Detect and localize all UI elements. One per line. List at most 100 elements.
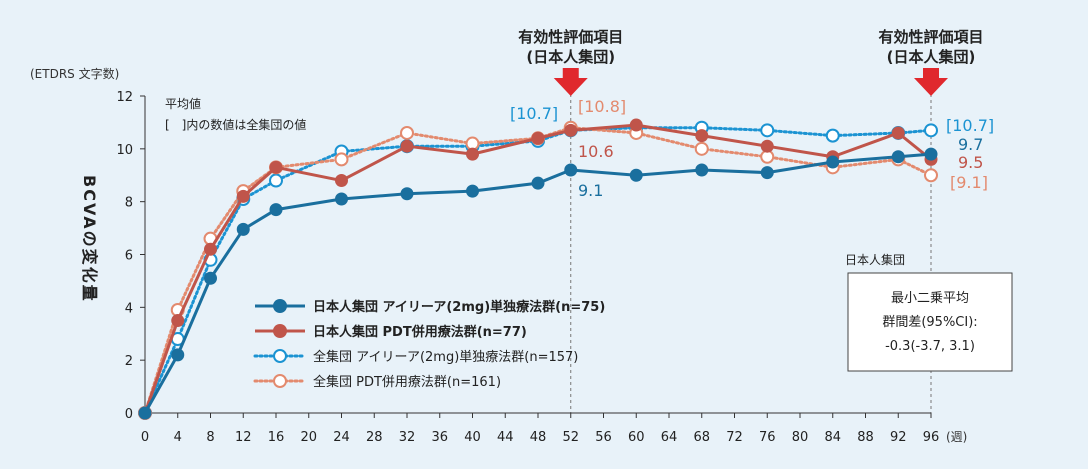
series-line-1 xyxy=(143,123,932,414)
series-point-0 xyxy=(236,222,250,236)
x-tick-label: 56 xyxy=(595,430,612,445)
series-point-0 xyxy=(531,176,545,190)
unit-label: (ETDRS 文字数) xyxy=(30,66,119,81)
legend-label-0: 日本人集団 アイリーア(2mg)単独療法群(n=75) xyxy=(313,299,605,315)
x-tick-label: 24 xyxy=(333,430,350,445)
series-point-0 xyxy=(466,184,479,198)
x-tick-label: 28 xyxy=(366,430,383,445)
x-tick-label: 20 xyxy=(300,430,317,445)
stats-box-header: 日本人集団 xyxy=(845,252,905,267)
series-point-2 xyxy=(760,123,775,138)
series-point-2 xyxy=(269,173,283,188)
endpoint-arrow xyxy=(914,68,948,96)
legend: 日本人集団 アイリーア(2mg)単独療法群(n=75) 日本人集団 PDT併用療法… xyxy=(253,299,605,390)
legend-marker-0 xyxy=(273,299,287,313)
y-axis-title: BCVAの変化量 xyxy=(80,175,99,303)
series-point-1 xyxy=(891,126,905,140)
series-point-3 xyxy=(334,152,349,167)
stats-box-line3: -0.3(-3.7, 3.1) xyxy=(885,339,975,354)
series-point-1 xyxy=(531,131,545,145)
legend-marker-3 xyxy=(273,374,287,388)
y-tick-label: 6 xyxy=(125,249,133,264)
endpoint-title: 有効性評価項目 xyxy=(518,28,623,46)
series-point-1 xyxy=(466,147,479,161)
data-labels: [10.7] [10.8]10.69.1[10.7]9.79.5[9.1] xyxy=(510,97,994,200)
series-point-0 xyxy=(204,271,217,285)
data-label: 9.1 xyxy=(578,181,603,200)
stats-box-line1: 最小二乗平均 xyxy=(891,291,969,306)
y-tick-label: 8 xyxy=(125,196,133,211)
series-point-0 xyxy=(400,187,414,201)
x-tick-label: 60 xyxy=(628,430,645,445)
series-point-1 xyxy=(629,118,643,132)
series-line-3 xyxy=(143,126,933,415)
endpoint-title: 有効性評価項目 xyxy=(878,28,983,46)
x-tick-label: 8 xyxy=(206,430,214,445)
note-line-1: 平均値 xyxy=(165,96,201,111)
stats-box-line2: 群間差(95%CI): xyxy=(882,315,977,330)
series-line-2 xyxy=(143,126,933,415)
data-label: 9.5 xyxy=(958,153,983,172)
legend-marker-1 xyxy=(273,324,287,338)
x-tick-label: 32 xyxy=(399,430,416,445)
series-point-0 xyxy=(335,192,348,206)
x-tick-label: 4 xyxy=(174,430,182,445)
endpoint-subtitle: (日本人集団) xyxy=(887,48,976,66)
y-tick-label: 0 xyxy=(125,407,133,422)
series-lines xyxy=(138,118,938,420)
x-tick-label: 68 xyxy=(693,430,710,445)
y-tick-label: 2 xyxy=(125,354,133,369)
series-point-1 xyxy=(335,174,348,188)
stats-box: 日本人集団 最小二乗平均 群間差(95%CI): -0.3(-3.7, 3.1) xyxy=(845,252,1013,372)
series-point-0 xyxy=(564,163,578,177)
series-point-2 xyxy=(825,128,840,143)
x-tick-label: 72 xyxy=(726,430,743,445)
series-point-0 xyxy=(629,168,643,182)
series-point-2 xyxy=(924,123,938,138)
x-tick-label: 76 xyxy=(759,430,776,445)
x-tick-label: 64 xyxy=(661,430,678,445)
series-point-0 xyxy=(826,155,840,169)
x-tick-label: 16 xyxy=(268,430,285,445)
legend-label-1: 日本人集団 PDT併用療法群(n=77) xyxy=(313,324,527,340)
stats-box-frame xyxy=(847,272,1013,372)
x-tick-label: 36 xyxy=(431,430,448,445)
series-point-1 xyxy=(269,160,283,174)
series-point-1 xyxy=(171,314,185,328)
y-tick-label: 4 xyxy=(125,301,133,316)
x-tick-label: 0 xyxy=(141,430,149,445)
legend-label-3: 全集団 PDT併用療法群(n=161) xyxy=(313,374,501,390)
series-point-1 xyxy=(564,123,578,137)
series-point-0 xyxy=(924,147,938,161)
series-point-1 xyxy=(760,139,774,153)
series-point-0 xyxy=(138,406,152,420)
endpoint-arrow xyxy=(553,68,588,96)
x-tick-label: 92 xyxy=(890,430,907,445)
series-point-1 xyxy=(400,139,414,153)
y-tick-label: 10 xyxy=(116,143,133,158)
data-label: [10.7] xyxy=(946,116,994,135)
endpoint-subtitle: (日本人集団) xyxy=(526,48,615,66)
data-label: [9.1] xyxy=(950,173,988,192)
x-tick-label: 12 xyxy=(235,430,252,445)
legend-label-2: 全集団 アイリーア(2mg)単独療法群(n=157) xyxy=(313,349,578,365)
data-label: [10.7] xyxy=(510,104,558,123)
series-point-1 xyxy=(695,129,709,143)
x-tick-label: 84 xyxy=(824,430,841,445)
series-point-0 xyxy=(269,203,283,217)
x-tick-label: 44 xyxy=(497,430,514,445)
data-label: 9.7 xyxy=(958,135,983,154)
y-tick-label: 12 xyxy=(116,90,133,105)
series-point-3 xyxy=(694,141,709,156)
data-label: 10.6 xyxy=(578,142,614,161)
x-tick-label: 40 xyxy=(464,430,481,445)
series-point-1 xyxy=(236,189,250,203)
x-tick-label: 52 xyxy=(562,430,579,445)
x-unit-label: (週) xyxy=(946,430,967,444)
series-point-0 xyxy=(171,348,185,362)
series-point-3 xyxy=(400,125,414,140)
note-line-2: [ ]内の数値は全集団の値 xyxy=(165,117,306,132)
data-label: [10.8] xyxy=(578,97,626,116)
